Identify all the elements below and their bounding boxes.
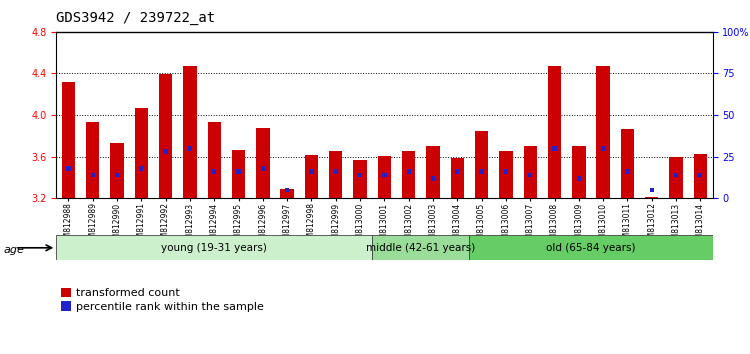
Bar (601, 146, 605, 151)
Bar (261, 166, 265, 171)
Bar (135, 108, 148, 198)
Bar (236, 169, 241, 174)
Text: age: age (4, 245, 25, 255)
Bar (334, 169, 338, 174)
Bar (110, 143, 124, 198)
Bar (430, 176, 435, 181)
Bar (645, 197, 658, 198)
Bar (353, 160, 367, 198)
Bar (694, 154, 707, 198)
Bar (232, 150, 245, 198)
Bar (479, 169, 484, 174)
Bar (159, 74, 172, 198)
Bar (91, 173, 94, 177)
Bar (86, 122, 100, 198)
Bar (280, 189, 294, 198)
Bar (164, 149, 168, 154)
Bar (596, 66, 610, 198)
Bar (372, 235, 470, 260)
Bar (188, 146, 192, 151)
Bar (621, 129, 634, 198)
Bar (309, 169, 314, 174)
Bar (669, 156, 682, 198)
Bar (358, 173, 362, 177)
Bar (698, 173, 703, 177)
Text: middle (42-61 years): middle (42-61 years) (366, 243, 476, 253)
Bar (56, 235, 372, 260)
Bar (674, 173, 678, 177)
Bar (212, 169, 216, 174)
Bar (475, 131, 488, 198)
Bar (470, 235, 712, 260)
Bar (577, 176, 581, 181)
Bar (140, 166, 143, 171)
Bar (304, 155, 318, 198)
Bar (426, 146, 439, 198)
Bar (256, 127, 269, 198)
Bar (329, 152, 343, 198)
Bar (66, 166, 70, 171)
Bar (455, 169, 460, 174)
Bar (62, 82, 75, 198)
Text: old (65-84 years): old (65-84 years) (546, 243, 636, 253)
Bar (528, 173, 532, 177)
Bar (524, 146, 537, 198)
Bar (402, 152, 416, 198)
Bar (500, 152, 512, 198)
Bar (406, 169, 411, 174)
Bar (285, 188, 290, 192)
Bar (208, 122, 221, 198)
Bar (650, 188, 654, 192)
Bar (504, 169, 508, 174)
Bar (548, 66, 561, 198)
Bar (382, 173, 386, 177)
Legend: transformed count, percentile rank within the sample: transformed count, percentile rank withi… (56, 283, 268, 316)
Bar (451, 158, 464, 198)
Bar (626, 169, 629, 174)
Bar (183, 66, 196, 198)
Text: GDS3942 / 239722_at: GDS3942 / 239722_at (56, 11, 215, 25)
Bar (378, 156, 391, 198)
Bar (552, 146, 556, 151)
Text: young (19-31 years): young (19-31 years) (161, 243, 267, 253)
Bar (572, 146, 586, 198)
Bar (115, 173, 119, 177)
